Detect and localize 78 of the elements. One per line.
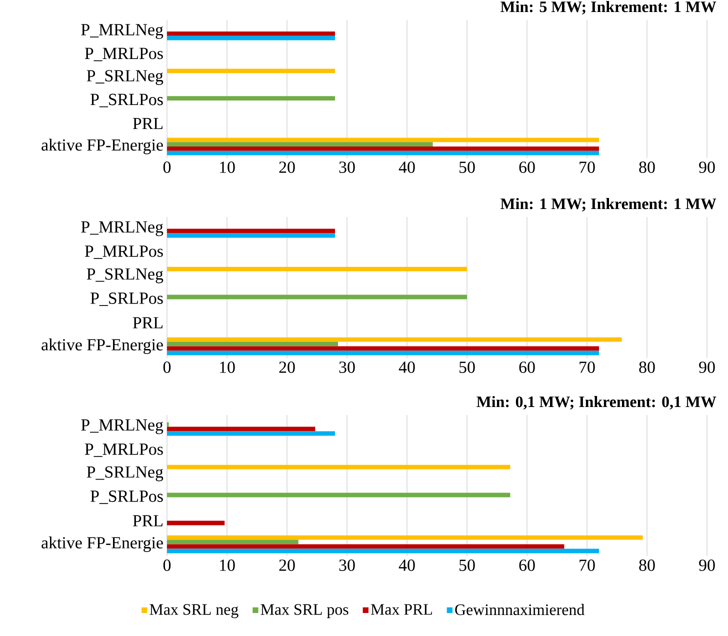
x-tick-label: 40 — [398, 162, 415, 173]
x-tick-label: 40 — [398, 560, 415, 571]
bar — [167, 548, 600, 554]
y-tick-label: PRL — [132, 515, 162, 526]
bar — [167, 142, 433, 147]
bar — [167, 540, 298, 544]
bar — [167, 138, 600, 142]
chart-title: Min: 5 MW; Inkrement: 1 MW — [500, 0, 716, 14]
y-tick-label: P_SRLNeg — [86, 268, 164, 284]
y-tick-label: aktive FP-Energie — [42, 536, 163, 552]
x-tick-label: 0 — [163, 560, 171, 571]
bar — [167, 350, 600, 356]
bar — [167, 266, 468, 272]
x-tick-label: 20 — [279, 162, 295, 173]
y-tick-label: aktive FP-Energie — [42, 338, 163, 354]
x-tick-label: 60 — [519, 560, 535, 571]
x-tick-label: 50 — [460, 162, 475, 173]
x-tick-label: 0 — [163, 162, 171, 173]
x-tick-label: 90 — [699, 560, 715, 571]
y-tick-label: P_MRLNeg — [81, 419, 164, 434]
x-tick-label: 10 — [220, 162, 235, 173]
x-tick-label: 50 — [460, 362, 475, 373]
x-tick-label: 30 — [339, 362, 355, 373]
bar — [167, 346, 600, 351]
x-tick-label: 90 — [699, 162, 715, 173]
y-tick-label: PRL — [132, 118, 162, 130]
y-tick-label: P_MRLPos — [84, 444, 163, 457]
y-tick-label: P_MRLPos — [84, 246, 163, 259]
y-tick-label: P_SRLPos — [90, 292, 163, 306]
bar — [167, 228, 336, 234]
chart-title: Min: 0,1 MW; Inkrement: 0,1 MW — [476, 396, 716, 410]
x-tick-label: 20 — [279, 362, 295, 373]
x-tick-label: 80 — [639, 362, 655, 373]
bar — [167, 146, 600, 151]
y-tick-label: P_SRLPos — [90, 94, 163, 108]
bar — [167, 68, 336, 74]
x-tick-label: 50 — [460, 560, 475, 571]
bar — [167, 36, 336, 40]
y-tick-label: P_MRLNeg — [81, 221, 164, 236]
bar — [167, 544, 564, 549]
x-tick-label: 10 — [220, 362, 235, 373]
x-tick-label: 80 — [639, 162, 655, 173]
bar — [167, 337, 622, 342]
x-tick-label: 60 — [519, 162, 535, 173]
x-tick-label: 20 — [279, 560, 295, 571]
legend-label: Max PRL — [370, 604, 432, 615]
y-tick-label: P_SRLNeg — [86, 466, 164, 482]
legend-label: Max SRL pos — [260, 604, 348, 618]
x-tick-label: 70 — [580, 362, 595, 373]
y-tick-label: aktive FP-Energie — [42, 138, 163, 154]
bar — [167, 492, 510, 498]
x-tick-label: 0 — [163, 362, 171, 373]
y-tick-label: PRL — [132, 317, 162, 328]
x-tick-label: 30 — [339, 560, 355, 571]
x-tick-label: 40 — [398, 362, 415, 373]
bar — [167, 32, 336, 36]
y-tick-label: P_SRLPos — [90, 490, 163, 504]
bar — [167, 150, 600, 156]
x-tick-label: 60 — [519, 362, 535, 373]
bar — [167, 294, 468, 300]
x-tick-label: 10 — [220, 560, 235, 571]
bar — [167, 464, 510, 470]
bar — [167, 431, 336, 436]
y-tick-label: P_SRLNeg — [86, 70, 164, 85]
legend-label: Gewinnnaximierend — [455, 604, 584, 616]
x-tick-label: 70 — [580, 162, 595, 173]
bar — [167, 535, 643, 540]
x-tick-label: 30 — [339, 162, 355, 173]
x-tick-label: 80 — [639, 560, 655, 571]
x-tick-label: 90 — [699, 362, 715, 373]
legend-label: Max SRL neg — [150, 604, 238, 618]
bar — [167, 342, 338, 346]
bar — [167, 233, 336, 238]
x-tick-label: 70 — [580, 560, 595, 571]
y-tick-label: P_MRLNeg — [81, 24, 164, 39]
chart-title: Min: 1 MW; Inkrement: 1 MW — [500, 198, 716, 212]
y-tick-label: P_MRLPos — [84, 48, 163, 62]
bar — [167, 96, 336, 101]
